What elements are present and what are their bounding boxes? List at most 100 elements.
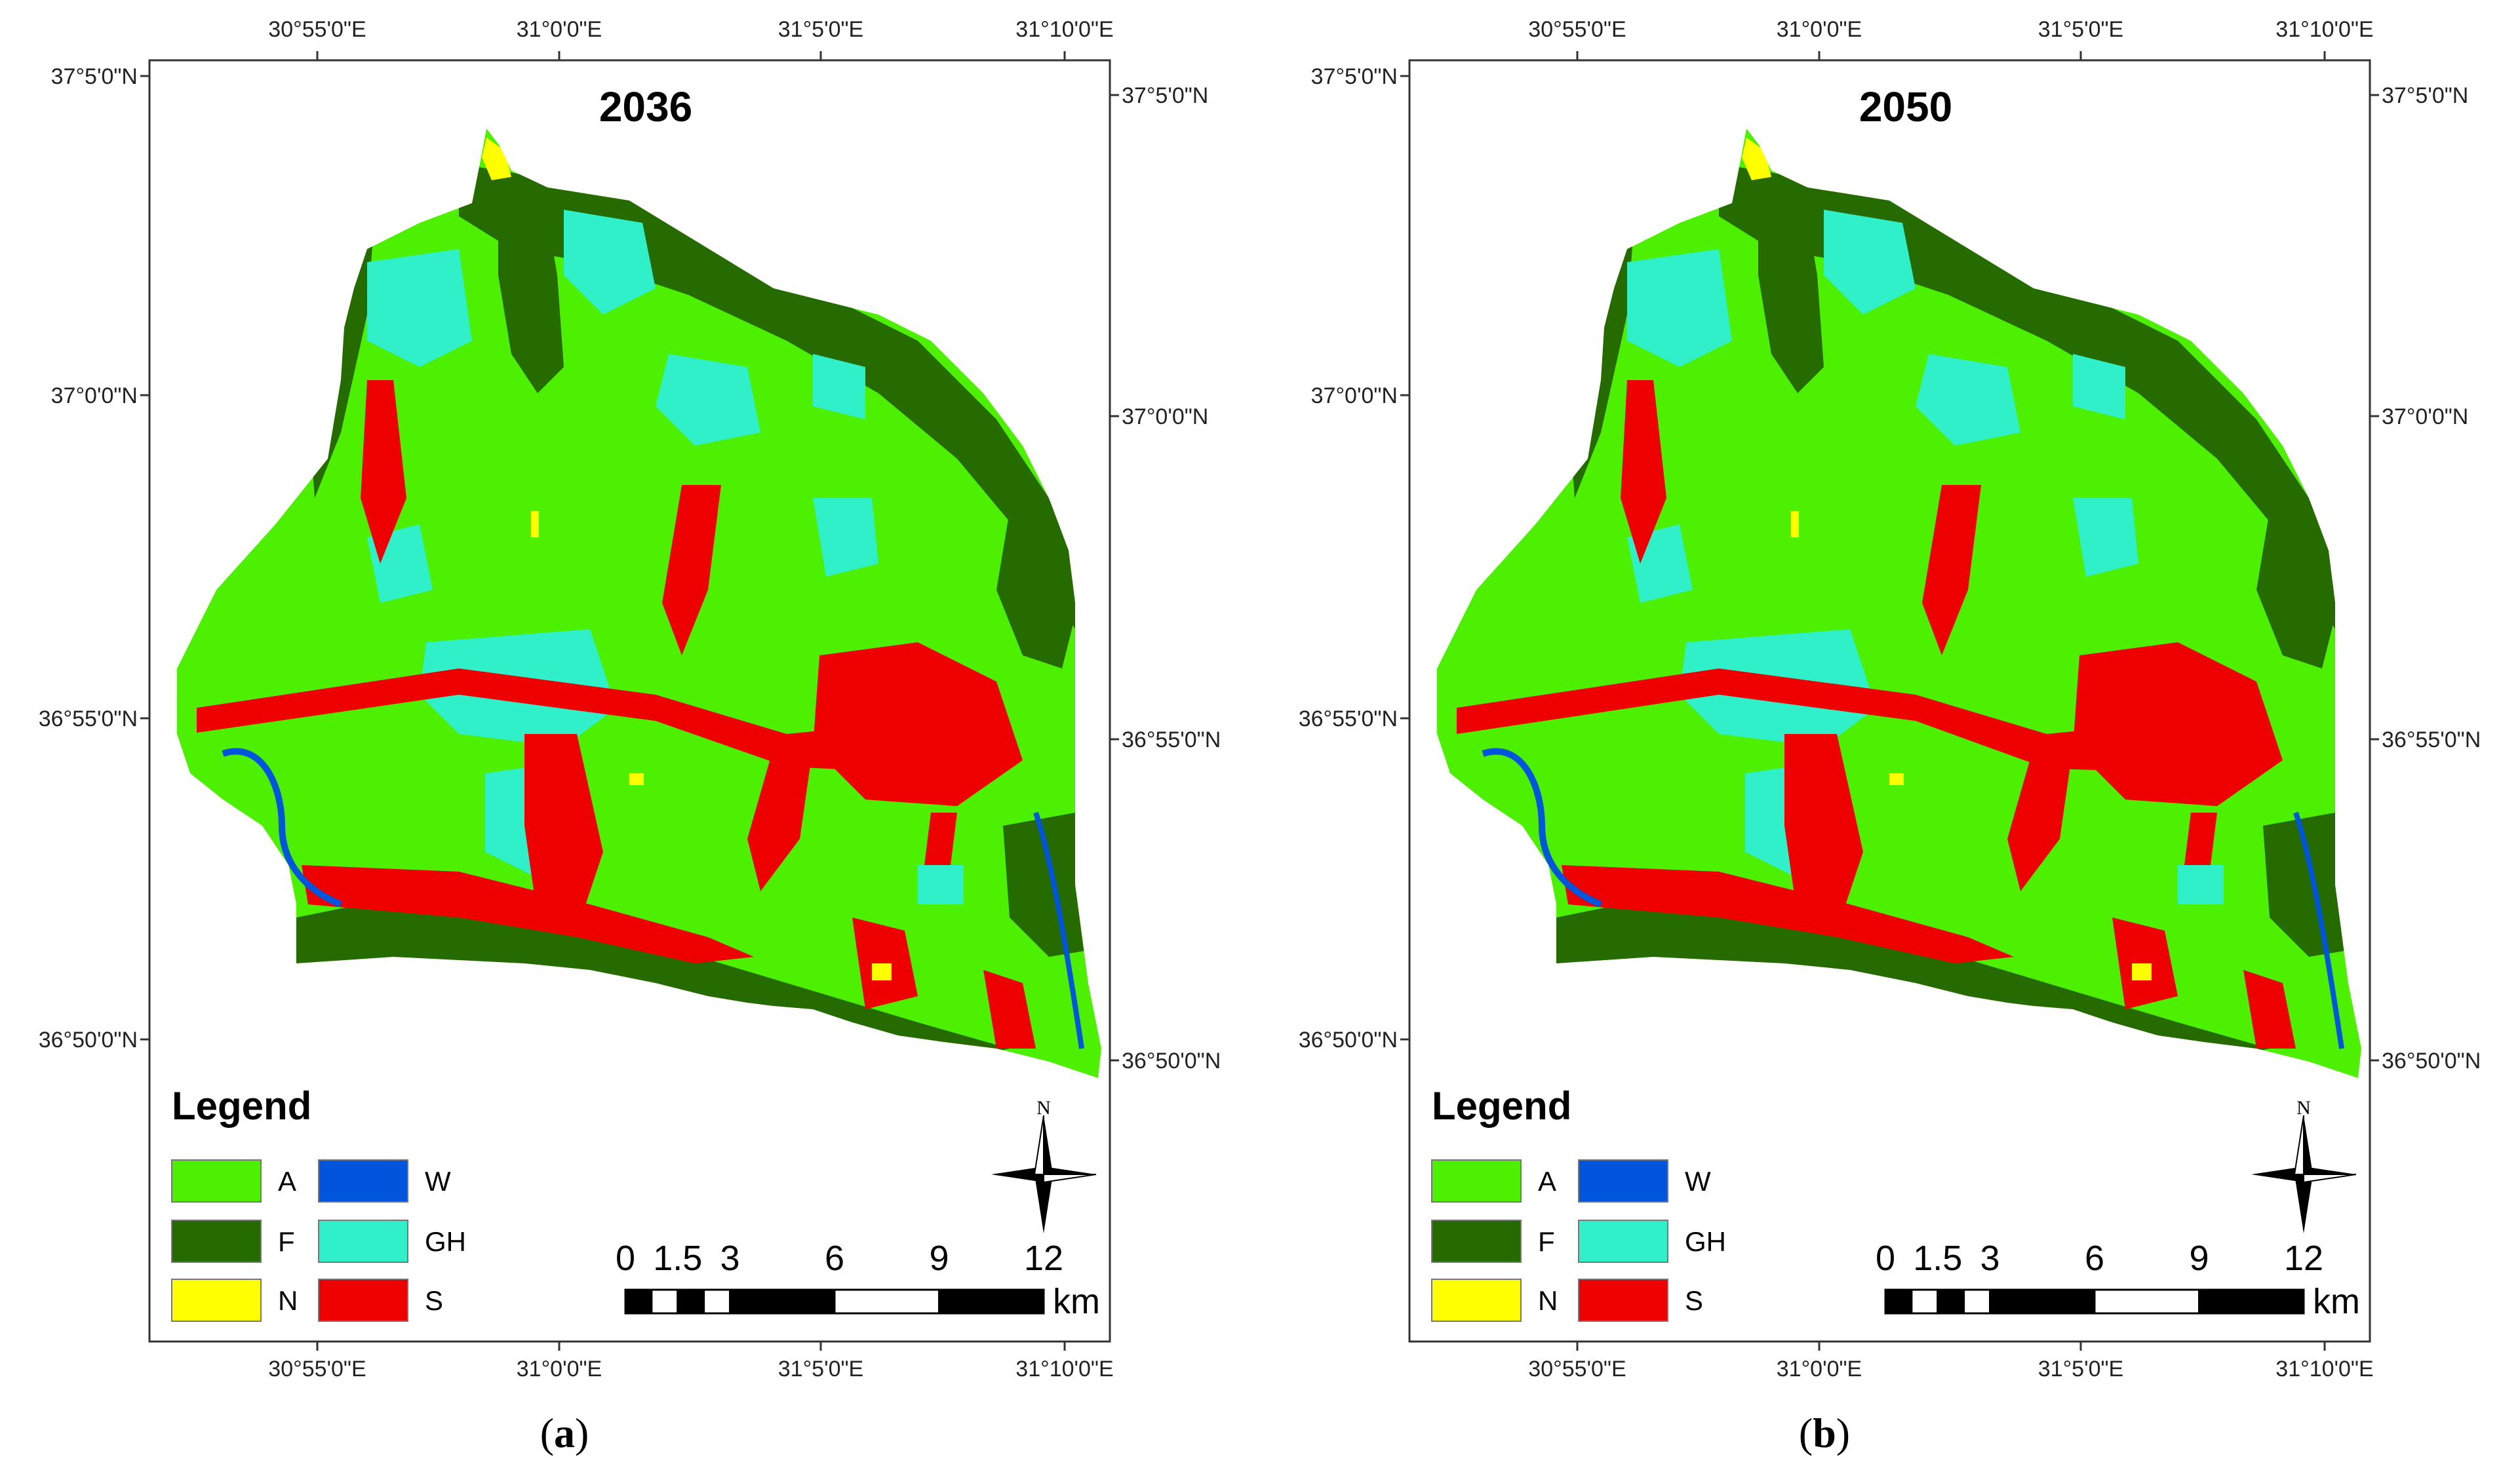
north-arrow: N — [991, 1097, 1097, 1233]
scale-bar-label: 6 — [825, 1239, 844, 1278]
legend-label-n: N — [278, 1285, 298, 1316]
land-class-natural — [1742, 138, 1771, 180]
north-label: N — [2296, 1097, 2311, 1119]
right-tick-label: 36°50'0"N — [1122, 1049, 1221, 1073]
left-tick-label: 36°55'0"N — [39, 706, 138, 731]
top-tick-label: 31°5'0"E — [2038, 17, 2123, 42]
top-tick-label: 31°5'0"E — [778, 17, 863, 42]
top-tick-label: 31°0'0"E — [517, 17, 602, 42]
scale-bar-segment — [1989, 1288, 2096, 1315]
land-class-settlement — [813, 642, 1023, 806]
map-panel-b: 30°55'0"E 31°0'0"E 31°5'0"E 31°10'0"E 30°55'… — [1260, 0, 2520, 1468]
scale-bar-unit: km — [2313, 1282, 2360, 1321]
left-tick-label: 37°5'0"N — [51, 64, 138, 89]
scale-bar-segment — [1884, 1288, 1913, 1315]
land-class-greenhouse — [2073, 498, 2138, 577]
scale-bar-label: 12 — [1024, 1239, 1063, 1278]
scale-bar-segment — [1937, 1288, 1965, 1315]
land-class-forest — [2256, 498, 2342, 668]
caption-letter: a — [554, 1410, 575, 1456]
map-frame-b: 30°55'0"E 31°0'0"E 31°5'0"E 31°10'0"E 30°55'… — [1299, 17, 2481, 1381]
scale-bar-segment — [1963, 1288, 1991, 1315]
legend-swatch-n — [1431, 1279, 1522, 1322]
legend-swatch-s — [1578, 1279, 1668, 1322]
legend: Legend A W F GH N S — [1431, 1084, 1726, 1322]
land-class-natural — [629, 773, 644, 785]
legend-label-w: W — [1685, 1166, 1711, 1197]
right-tick-label: 37°0'0"N — [2382, 404, 2468, 429]
left-tick-label: 36°55'0"N — [1299, 706, 1398, 731]
north-arrow: N — [2251, 1097, 2357, 1233]
bottom-tick-label: 31°10'0"E — [1015, 1357, 1113, 1381]
scale-bar-segment — [624, 1288, 653, 1315]
land-class-settlement — [1922, 485, 1981, 655]
land-class-natural — [1889, 773, 1904, 785]
land-class-greenhouse — [813, 354, 865, 419]
compass-rose-icon — [2303, 1174, 2357, 1184]
legend-swatch-gh — [318, 1220, 408, 1263]
scale-bar: 0 1.5 3 6 9 12 km — [616, 1239, 1100, 1321]
legend-label-gh: GH — [1685, 1226, 1726, 1257]
map-group: 30°55'0"E 31°0'0"E 31°5'0"E 31°10'0"E 30°55'… — [39, 17, 1221, 1381]
land-class-water — [1482, 748, 1602, 908]
legend-label-w: W — [425, 1166, 451, 1197]
map-frame-a: 30°55'0"E 31°0'0"E 31°5'0"E 31°10'0"E 30°55'… — [39, 17, 1221, 1381]
map-year-title: 2050 — [1859, 83, 1952, 130]
bottom-tick-label: 31°0'0"E — [517, 1357, 602, 1381]
scale-bar-segment — [2093, 1288, 2200, 1315]
map-group: 30°55'0"E 31°0'0"E 31°5'0"E 31°10'0"E 30°55'… — [1299, 17, 2481, 1381]
land-class-forest — [498, 184, 564, 393]
scale-bar-label: 1.5 — [1913, 1239, 1962, 1278]
land-class-settlement — [747, 747, 813, 891]
land-class-settlement — [1784, 734, 1863, 931]
scale-bar-label: 9 — [929, 1239, 949, 1278]
scale-bar-segment — [1910, 1288, 1939, 1315]
legend-label-s: S — [1685, 1285, 1703, 1316]
left-tick-label: 37°5'0"N — [1311, 64, 1398, 89]
scale-bar-segment — [833, 1288, 940, 1315]
land-class-water — [1033, 811, 1084, 1049]
compass-rose-icon — [2293, 1115, 2304, 1175]
bottom-tick-label: 30°55'0"E — [1528, 1357, 1626, 1381]
scale-bar-segment — [703, 1288, 731, 1315]
legend-swatch-f — [1431, 1220, 1522, 1263]
land-use-map — [1437, 128, 2361, 1078]
legend: Legend A W F GH N S — [171, 1084, 466, 1322]
right-tick-label: 36°55'0"N — [1122, 727, 1221, 752]
legend-swatch-f — [171, 1220, 262, 1263]
scale-bar: 0 1.5 3 6 9 12 km — [1876, 1239, 2360, 1321]
legend-title: Legend — [172, 1084, 311, 1128]
legend-swatch-a — [171, 1159, 262, 1203]
land-class-greenhouse — [1916, 354, 2020, 446]
land-class-natural — [531, 511, 539, 537]
map-year-title: 2036 — [599, 83, 692, 130]
scale-bar-label: 1.5 — [653, 1239, 702, 1278]
land-class-forest — [996, 498, 1082, 668]
land-class-settlement — [361, 380, 406, 564]
land-class-settlement — [2184, 813, 2217, 865]
land-class-natural — [1791, 511, 1799, 537]
compass-rose-icon — [1043, 1174, 1097, 1184]
top-tick-label: 30°55'0"E — [268, 17, 366, 42]
land-class-settlement — [2007, 747, 2073, 891]
land-class-forest — [1758, 184, 1824, 393]
top-tick-label: 31°10'0"E — [2275, 17, 2373, 42]
bottom-tick-label: 31°0'0"E — [1777, 1357, 1862, 1381]
scale-bar-label: 3 — [1980, 1239, 1999, 1278]
land-class-greenhouse — [813, 498, 878, 577]
bottom-tick-label: 31°5'0"E — [778, 1357, 863, 1381]
legend-label-a: A — [1538, 1166, 1556, 1197]
top-tick-label: 30°55'0"E — [1528, 17, 1626, 42]
legend-swatch-a — [1431, 1159, 1522, 1203]
land-class-water — [2293, 811, 2344, 1049]
land-class-greenhouse — [1824, 210, 1916, 315]
legend-label-f: F — [278, 1226, 295, 1257]
caption-a: (a) — [540, 1410, 589, 1456]
land-class-settlement — [1457, 668, 2191, 773]
scale-bar-label: 0 — [1876, 1239, 1895, 1278]
right-tick-label: 37°5'0"N — [1122, 83, 1208, 108]
left-tick-label: 36°50'0"N — [39, 1028, 138, 1053]
caption-b: (b) — [1798, 1410, 1851, 1456]
land-class-greenhouse — [564, 210, 656, 315]
scale-bar-unit: km — [1053, 1282, 1100, 1321]
